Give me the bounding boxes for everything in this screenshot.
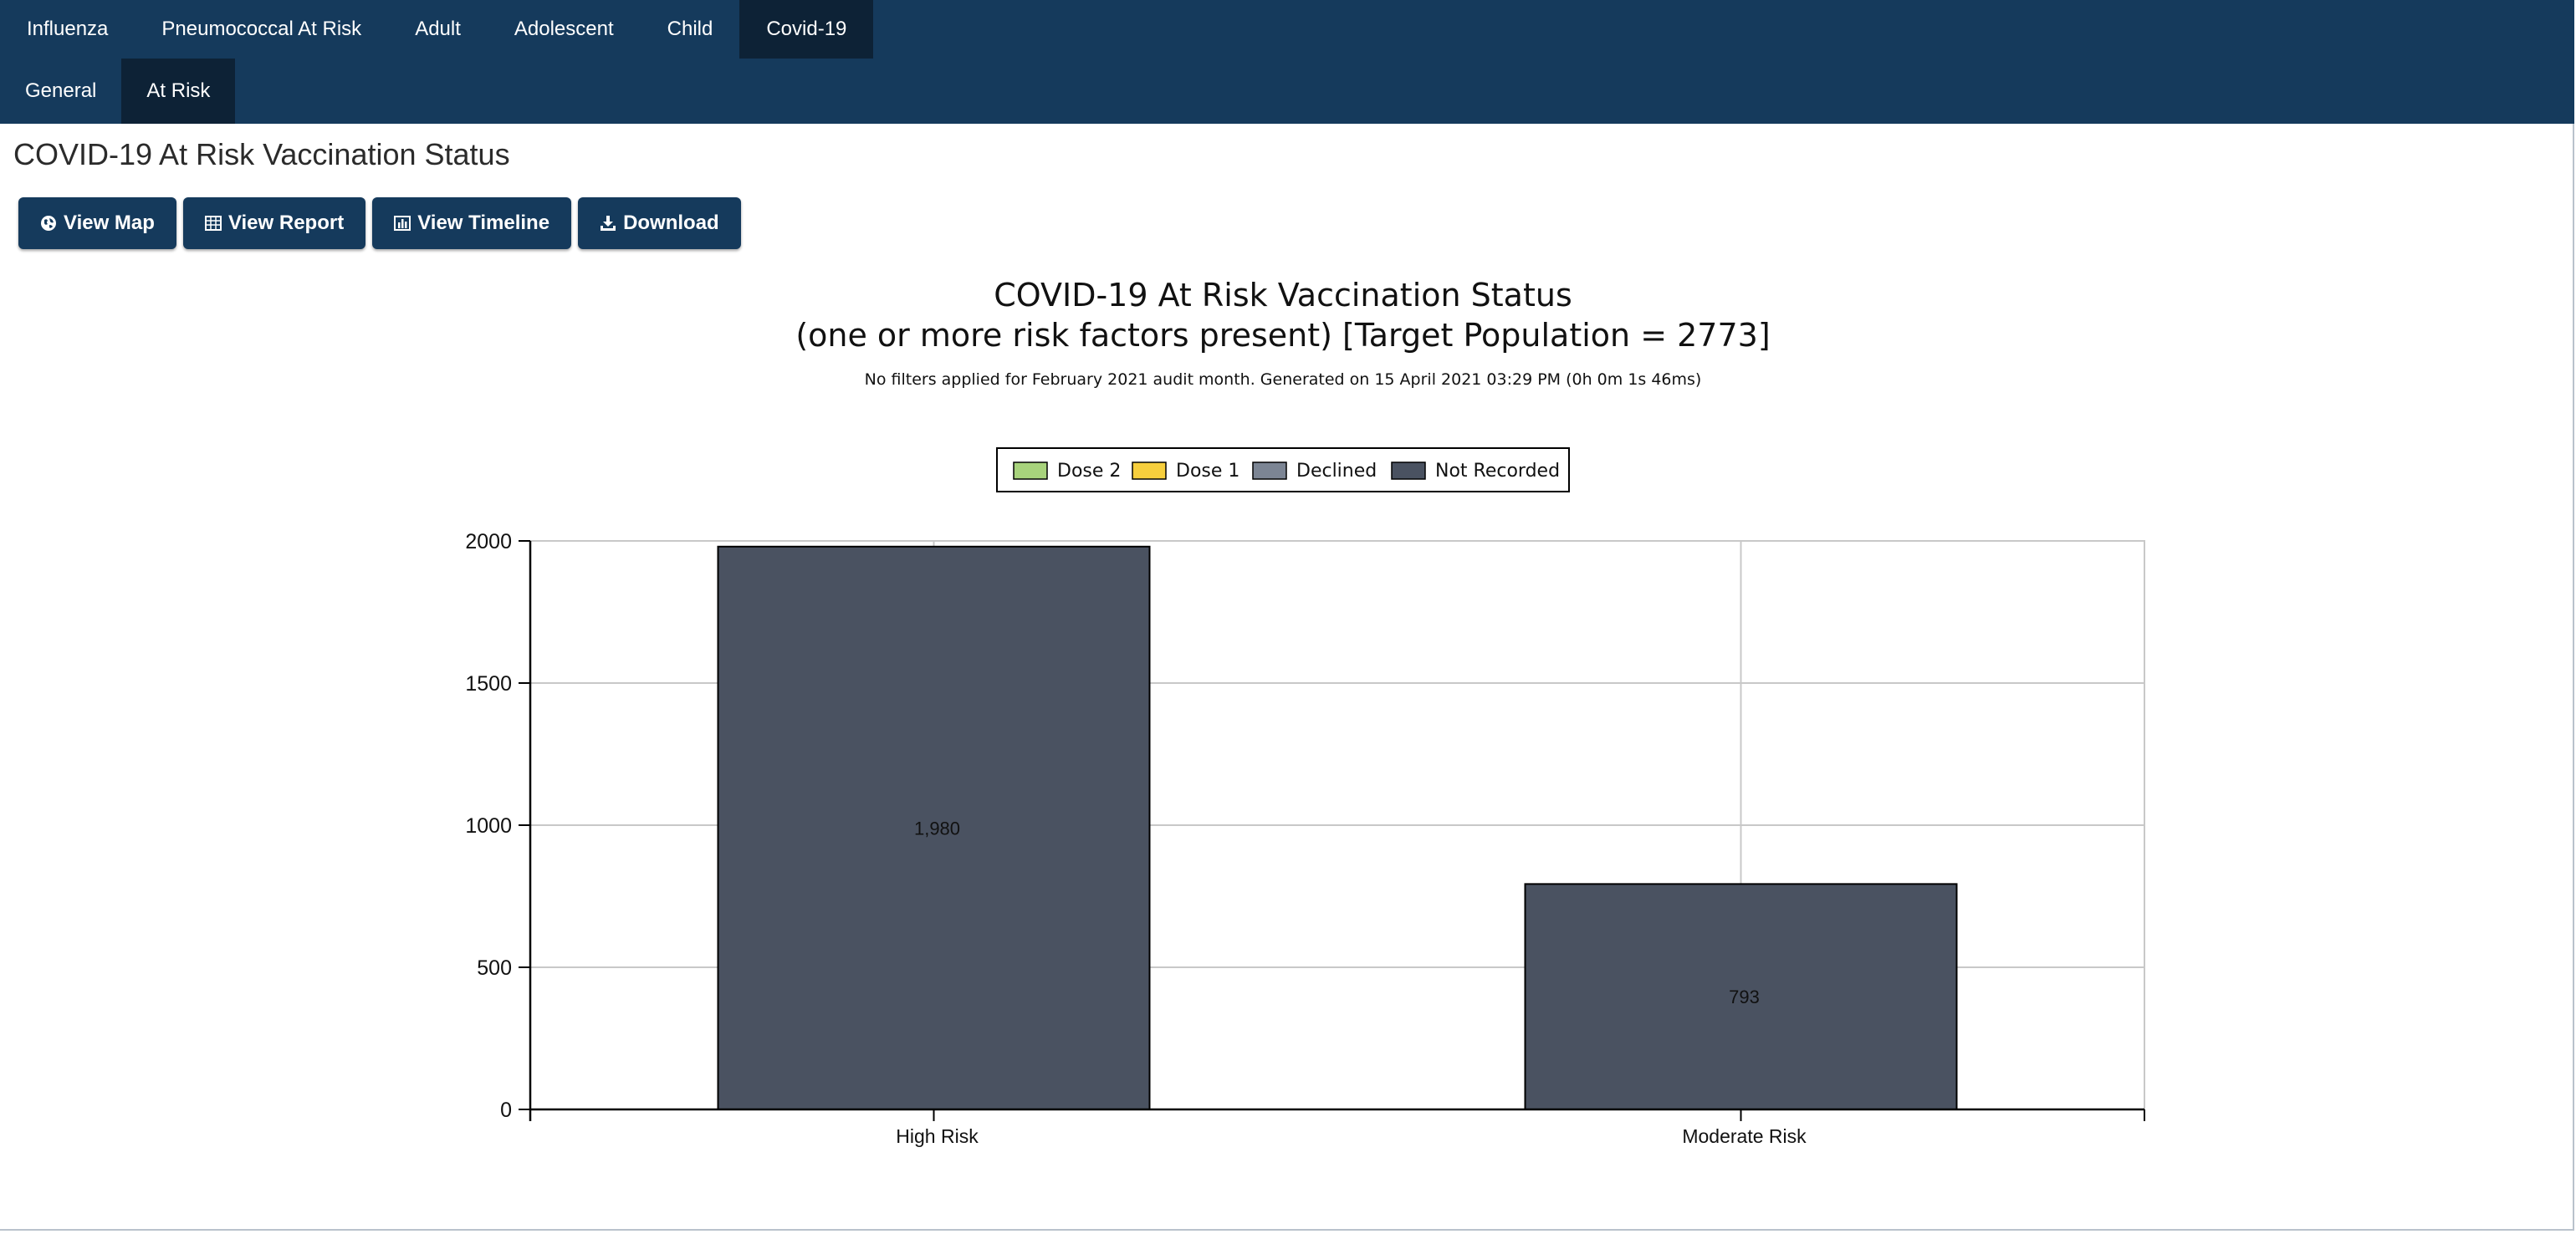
chart-subtitle: No filters applied for February 2021 aud… xyxy=(865,370,1702,389)
tab-adult[interactable]: Adult xyxy=(415,18,461,40)
tab-pneumococcal-at-risk[interactable]: Pneumococcal At Risk xyxy=(161,18,362,40)
action-toolbar: View Map View Report View Timeline Downl… xyxy=(18,197,741,249)
legend-label-dose-1: Dose 1 xyxy=(1176,461,1239,482)
y-tick-label: 1000 xyxy=(465,814,512,838)
y-tick-label: 1500 xyxy=(465,672,512,696)
bar-moderate-risk-not-recorded xyxy=(1524,883,1958,1110)
vaccination-status-chart: COVID-19 At Risk Vaccination Status (one… xyxy=(465,277,2145,1147)
subtab-general[interactable]: General xyxy=(25,79,97,102)
view-report-label: View Report xyxy=(227,212,345,234)
chart-title-line1: COVID-19 At Risk Vaccination Status xyxy=(994,277,1572,314)
view-timeline-label: View Timeline xyxy=(417,212,550,234)
legend-swatch-dose-2 xyxy=(1013,461,1048,480)
chart-legend: Dose 2 Dose 1 Declined Not Recorded xyxy=(996,447,1570,492)
view-map-button[interactable]: View Map xyxy=(18,197,176,249)
subtab-at-risk[interactable]: At Risk xyxy=(121,59,236,124)
bar-chart-icon xyxy=(394,216,411,231)
download-icon xyxy=(601,216,616,231)
y-tick-label: 2000 xyxy=(465,530,512,553)
bar-data-label: 793 xyxy=(1729,987,1760,1007)
legend-label-declined: Declined xyxy=(1296,461,1377,482)
x-tick-label: High Risk xyxy=(896,1125,979,1147)
globe-icon xyxy=(41,216,56,231)
view-report-button[interactable]: View Report xyxy=(182,197,366,249)
legend-box xyxy=(996,447,1570,492)
download-label: Download xyxy=(623,212,719,234)
legend-swatch-not-recorded xyxy=(1391,461,1426,480)
x-tick-label: Moderate Risk xyxy=(1682,1125,1807,1147)
view-map-label: View Map xyxy=(64,212,155,234)
tab-influenza[interactable]: Influenza xyxy=(27,18,109,40)
table-icon xyxy=(204,216,222,231)
download-button[interactable]: Download xyxy=(578,197,741,249)
view-timeline-button[interactable]: View Timeline xyxy=(372,197,572,249)
tab-child[interactable]: Child xyxy=(667,18,713,40)
vaccine-type-tabs: Influenza Pneumococcal At Risk Adult Adoles… xyxy=(0,0,874,59)
plot-area: 0 500 1000 1500 2000 1,980 High Risk 793 Moderat… xyxy=(465,530,2145,1147)
tab-adolescent[interactable]: Adolescent xyxy=(514,18,614,40)
legend-label-dose-2: Dose 2 xyxy=(1057,461,1121,482)
tab-covid-19[interactable]: Covid-19 xyxy=(739,0,874,59)
y-tick-label: 0 xyxy=(500,1099,512,1122)
bar-high-risk-not-recorded xyxy=(717,545,1151,1110)
chart-title-line2: (one or more risk factors present) [Targ… xyxy=(795,317,1770,354)
cohort-subtabs: General At Risk xyxy=(0,59,236,124)
y-tick-label: 500 xyxy=(477,956,512,980)
top-navigation: Influenza Pneumococcal At Risk Adult Adoles… xyxy=(0,0,2574,124)
legend-swatch-dose-1 xyxy=(1132,461,1167,480)
legend-items: Dose 2 Dose 1 Declined Not Recorded xyxy=(1013,461,1560,482)
bar-data-label: 1,980 xyxy=(914,818,960,839)
page-title: COVID-19 At Risk Vaccination Status xyxy=(13,137,510,171)
legend-swatch-declined xyxy=(1252,461,1287,480)
legend-label-not-recorded: Not Recorded xyxy=(1435,461,1560,482)
